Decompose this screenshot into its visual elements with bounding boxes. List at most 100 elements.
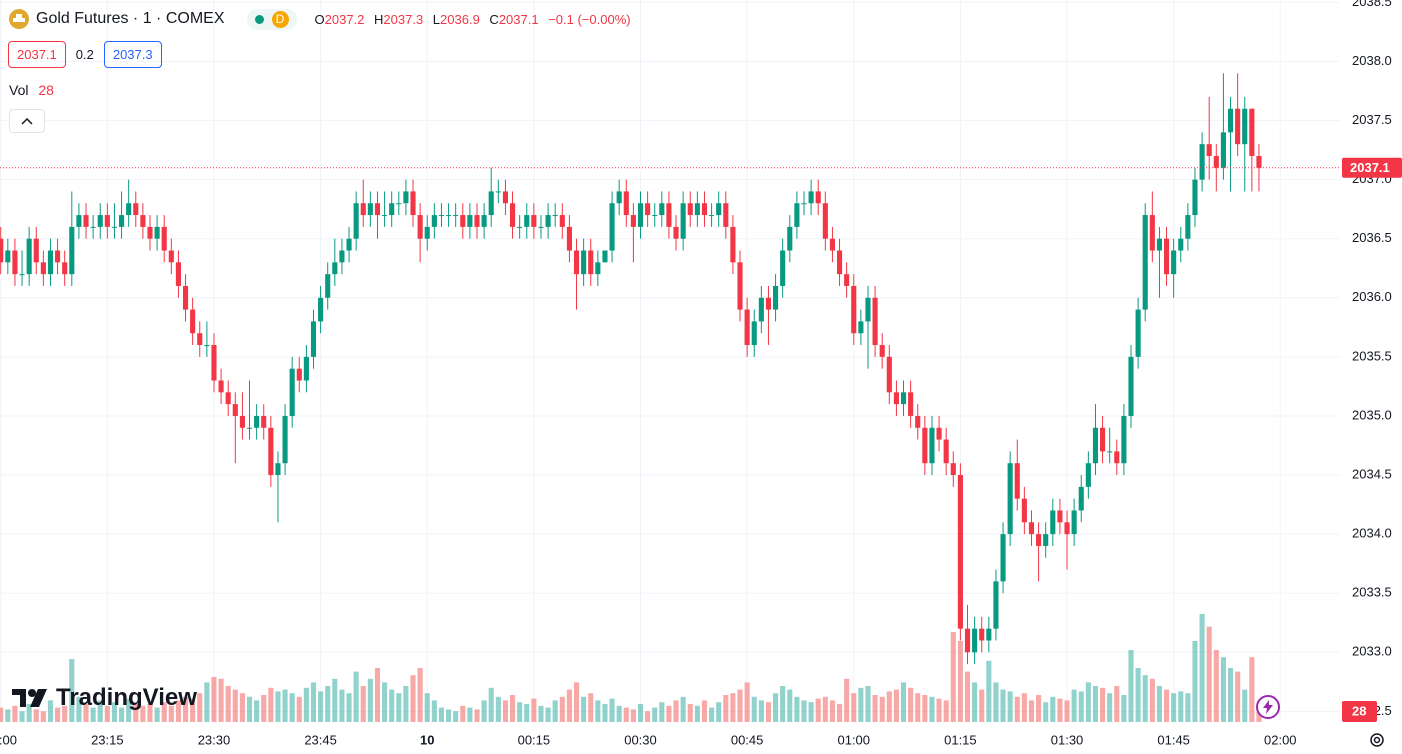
candle-body	[972, 628, 978, 653]
volume-bar	[133, 704, 139, 722]
candle-body	[310, 321, 317, 357]
y-tick-label: 2038.5	[1352, 0, 1392, 9]
candle-body	[1192, 179, 1198, 216]
volume-bar	[446, 709, 452, 722]
volume-bar	[346, 693, 352, 722]
x-tick-label: 00:45	[731, 732, 764, 747]
candle-body	[140, 215, 146, 227]
candle-body	[502, 191, 508, 204]
collapse-button[interactable]	[9, 109, 45, 133]
candle-body	[147, 226, 153, 239]
trade-buttons: 2037.1 0.2 2037.3	[8, 41, 162, 68]
candle-body	[1071, 510, 1077, 535]
volume-bar	[55, 707, 61, 722]
volume-bar	[595, 700, 601, 722]
volume-bar	[659, 702, 665, 722]
candle-body	[687, 203, 693, 216]
y-tick-label: 2035.5	[1352, 348, 1392, 363]
volume-bar	[26, 704, 32, 722]
volume-bar	[90, 707, 96, 722]
volume-bar	[908, 687, 914, 722]
candle-body	[872, 297, 878, 346]
buy-button[interactable]: 2037.3	[103, 41, 162, 68]
candle-body	[5, 250, 11, 263]
settings-button[interactable]	[1368, 731, 1386, 754]
volume-bar	[33, 709, 39, 722]
volume-bar	[822, 696, 828, 722]
lightning-button[interactable]	[1256, 695, 1280, 719]
candle-body	[1050, 510, 1056, 535]
logo-text: TradingView	[56, 684, 197, 711]
volume-bar	[1057, 698, 1063, 722]
close-value: 2037.1	[498, 11, 539, 27]
sell-button[interactable]: 2037.1	[8, 41, 66, 68]
candle-body	[716, 203, 722, 216]
y-tick-label: 2038.0	[1352, 53, 1392, 68]
candle-body	[374, 203, 381, 216]
candle-body	[1043, 534, 1049, 546]
volume-bar	[950, 632, 956, 722]
logo[interactable]: TradingView	[12, 684, 197, 712]
volume-bar	[467, 707, 473, 722]
candle-body	[552, 215, 558, 217]
candle-body	[758, 297, 764, 322]
volume-bar	[1050, 696, 1056, 722]
volume-bar	[957, 641, 963, 722]
candle-body	[886, 356, 892, 393]
candle-body	[773, 285, 779, 310]
symbol-name[interactable]: Gold Futures · 1 · COMEX	[36, 10, 225, 27]
x-tick-label: 23:45	[304, 732, 337, 747]
x-tick-label: 02:00	[1264, 732, 1297, 747]
volume-bar	[410, 675, 416, 722]
candle-body	[175, 262, 181, 286]
candle-body	[808, 191, 814, 204]
candle-body	[836, 250, 843, 275]
volume-bar	[993, 682, 999, 722]
candle-body	[538, 226, 544, 228]
y-tick-label: 2035.0	[1352, 407, 1392, 422]
candle-body	[659, 203, 665, 216]
candle-body	[630, 215, 636, 227]
candle-body	[815, 191, 821, 204]
x-tick-label: 01:00	[837, 732, 870, 747]
candle-body	[161, 226, 167, 251]
candle-body	[474, 215, 480, 227]
volume-bar	[19, 711, 25, 722]
candle-body	[822, 203, 828, 239]
x-tick-label: 23:00	[0, 732, 17, 747]
volume-bar	[1213, 650, 1219, 722]
volume-bar	[232, 689, 238, 722]
volume-bar	[282, 689, 288, 722]
settings-icon	[1370, 733, 1384, 747]
candle-body	[1171, 250, 1177, 275]
y-tick-label: 2033.0	[1352, 644, 1392, 659]
volume-bar	[211, 677, 217, 722]
x-tick-label: 01:15	[944, 732, 977, 747]
x-tick-label: 23:30	[198, 732, 231, 747]
volume-bar	[694, 705, 700, 722]
volume-bar	[1149, 678, 1155, 722]
volume-value: 28	[38, 82, 54, 98]
candle-body	[90, 226, 96, 228]
volume-bar	[645, 711, 651, 722]
volume-bar	[204, 682, 210, 722]
candle-body	[1163, 238, 1170, 275]
candle-body	[197, 333, 203, 346]
volume-bar	[97, 700, 103, 722]
volume-bar	[915, 693, 921, 722]
candle-body	[396, 203, 402, 205]
volume-bar	[1242, 689, 1248, 722]
volume-bar	[509, 695, 516, 722]
volume-bar	[1135, 668, 1141, 722]
volume-bar	[175, 700, 181, 722]
volume-bar	[1199, 614, 1205, 722]
legend-header: Gold Futures · 1 · COMEX D O2037.2 H2037…	[8, 8, 637, 30]
high-value: 2037.3	[383, 11, 424, 27]
status-pill[interactable]: D	[246, 8, 297, 30]
candle-body	[275, 463, 281, 476]
volume-bar	[0, 707, 4, 722]
candle-body	[751, 321, 757, 346]
candle-body	[83, 215, 89, 227]
volume-bar	[602, 704, 608, 722]
volume-bar	[1192, 641, 1198, 722]
